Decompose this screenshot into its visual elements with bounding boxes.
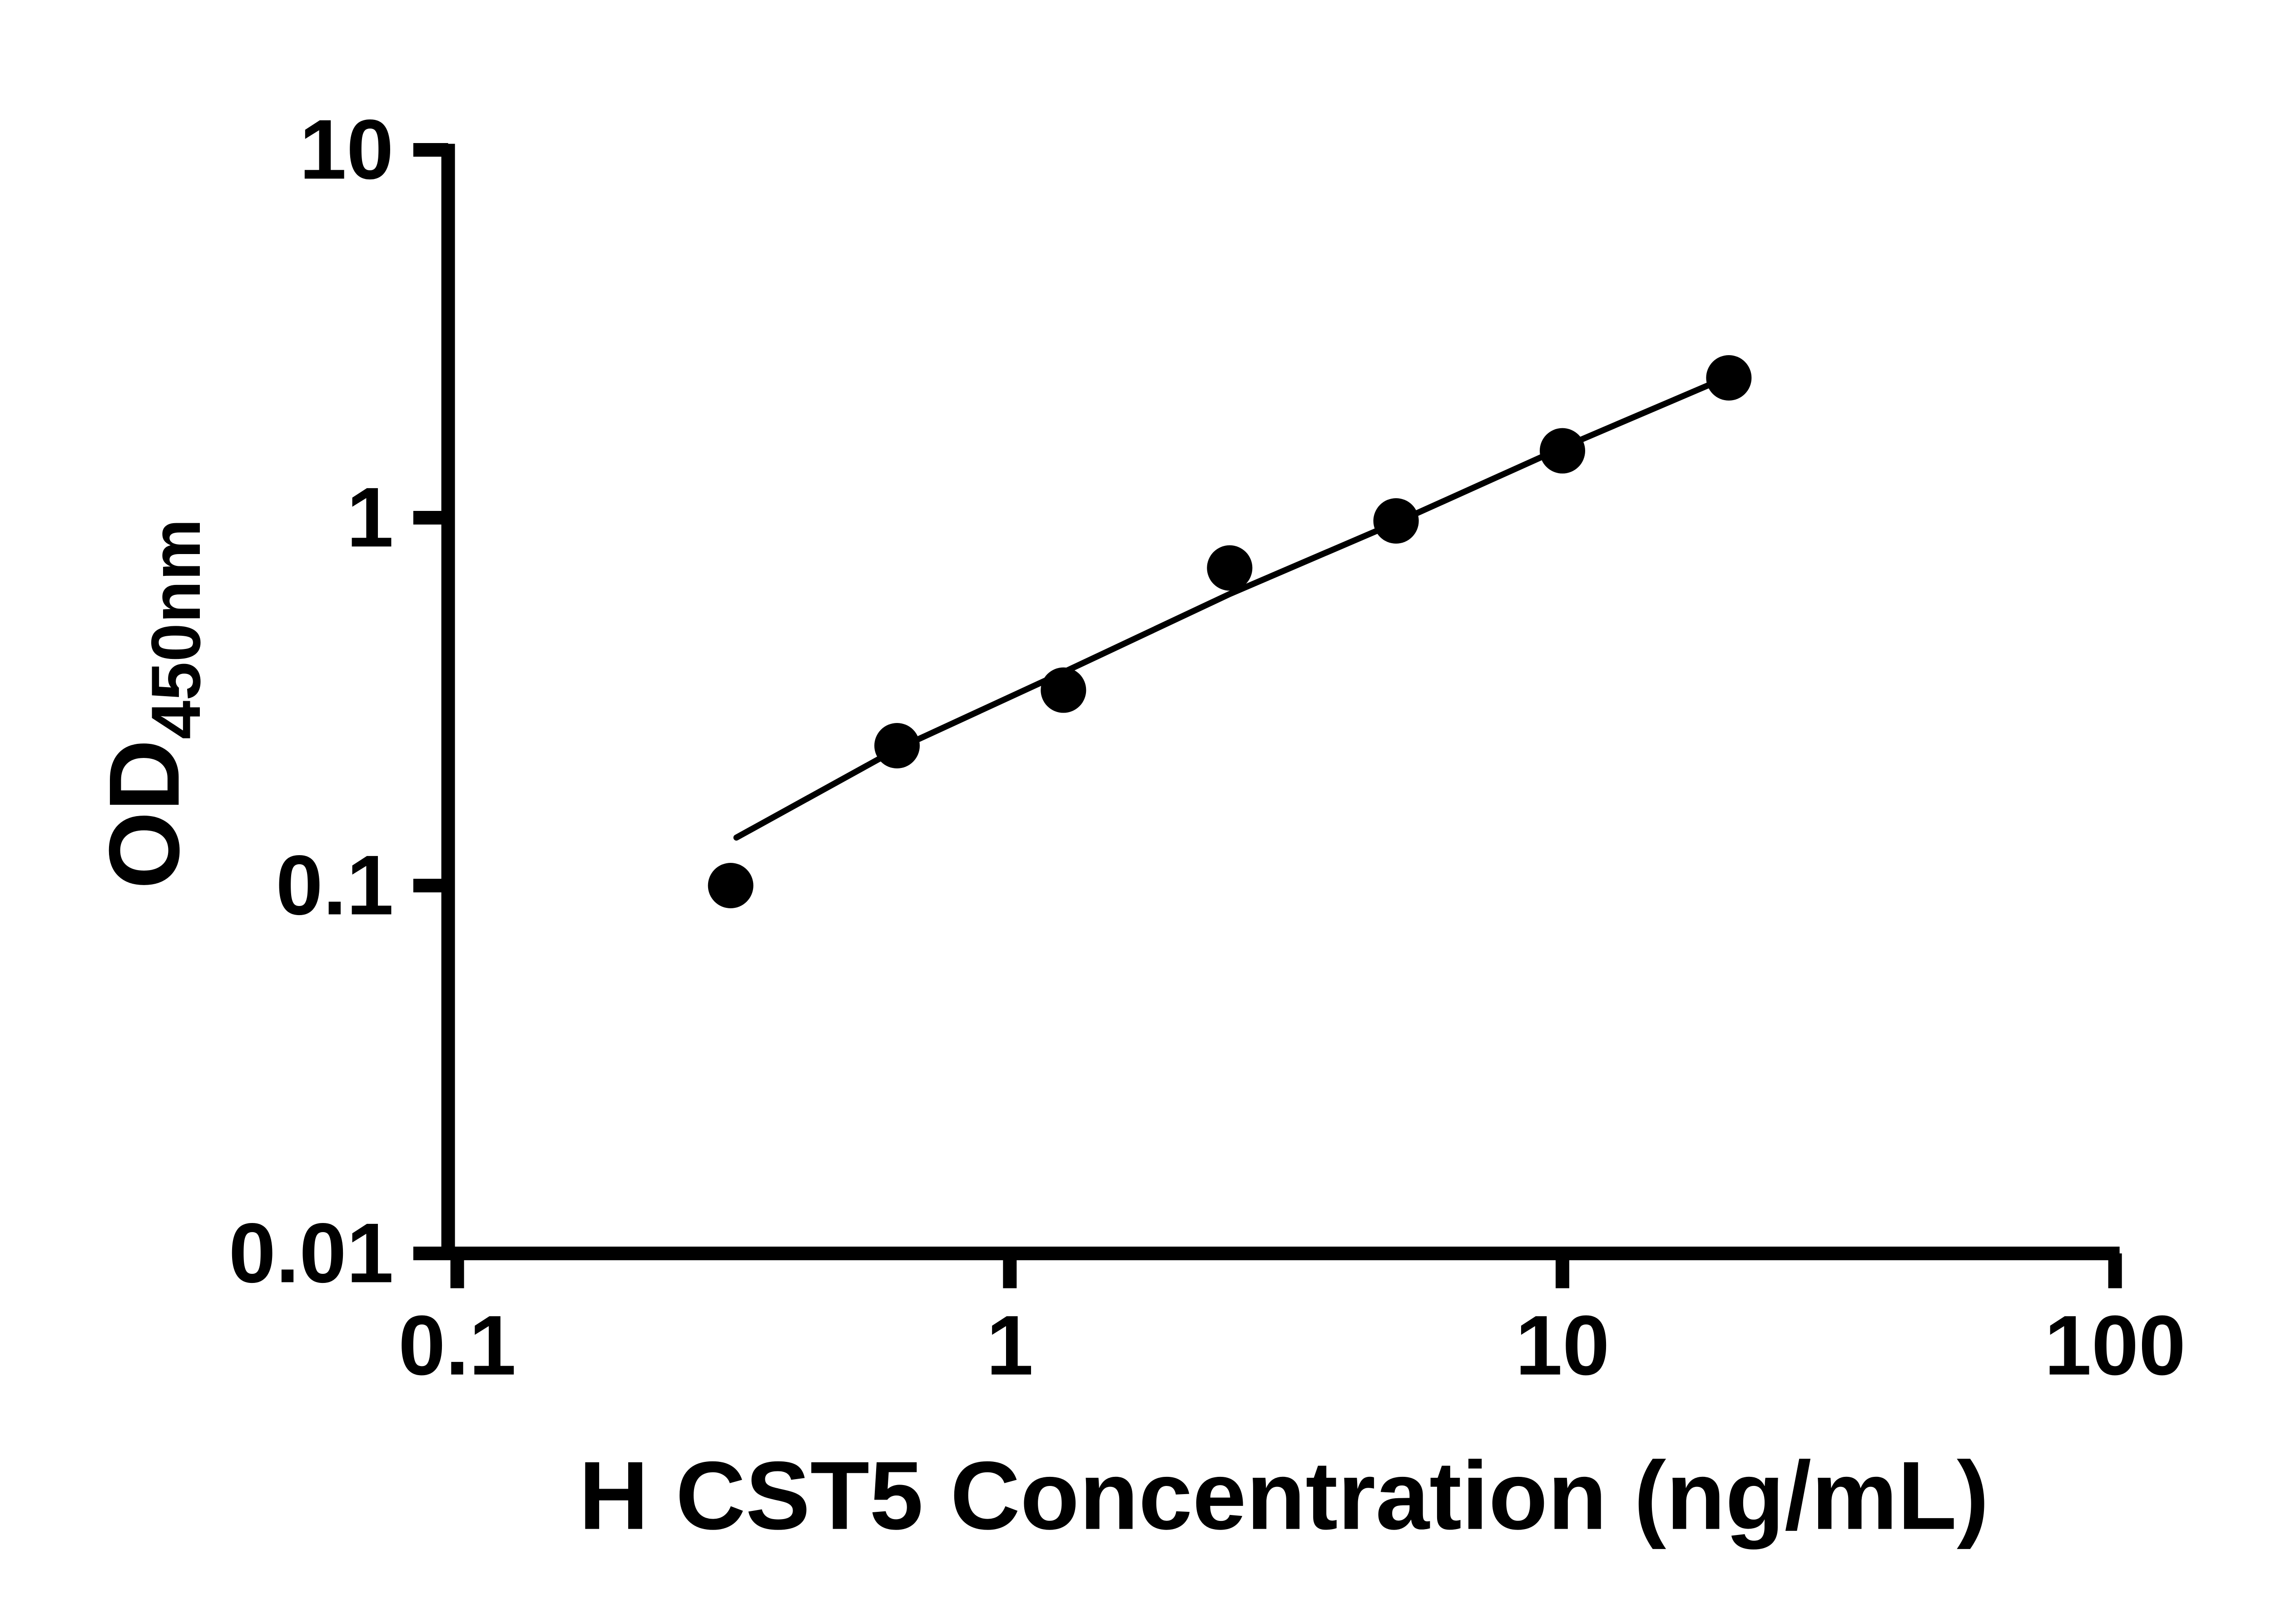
y-tick-label: 1 bbox=[347, 470, 394, 564]
y-axis-title: OD450nm bbox=[88, 519, 215, 889]
y-tick-label: 0.01 bbox=[228, 1205, 393, 1300]
data-point bbox=[708, 862, 754, 908]
x-tick-label: 1 bbox=[986, 1298, 1033, 1393]
data-point bbox=[1706, 355, 1752, 401]
y-tick-label: 10 bbox=[299, 102, 394, 197]
data-point bbox=[874, 723, 920, 768]
x-tick-label: 100 bbox=[2044, 1298, 2186, 1393]
data-point bbox=[1540, 428, 1585, 474]
y-tick-label: 0.1 bbox=[276, 837, 393, 932]
x-tick-label: 10 bbox=[1515, 1298, 1610, 1393]
data-point bbox=[1041, 667, 1086, 713]
data-point bbox=[1373, 498, 1419, 544]
x-axis-title: H CST5 Concentration (ng/mL) bbox=[579, 1442, 1989, 1550]
y-axis-title-main: OD bbox=[88, 739, 200, 889]
y-axis-title-sub: 450nm bbox=[137, 519, 215, 739]
data-point bbox=[1207, 545, 1253, 591]
x-tick-label: 0.1 bbox=[398, 1298, 516, 1393]
